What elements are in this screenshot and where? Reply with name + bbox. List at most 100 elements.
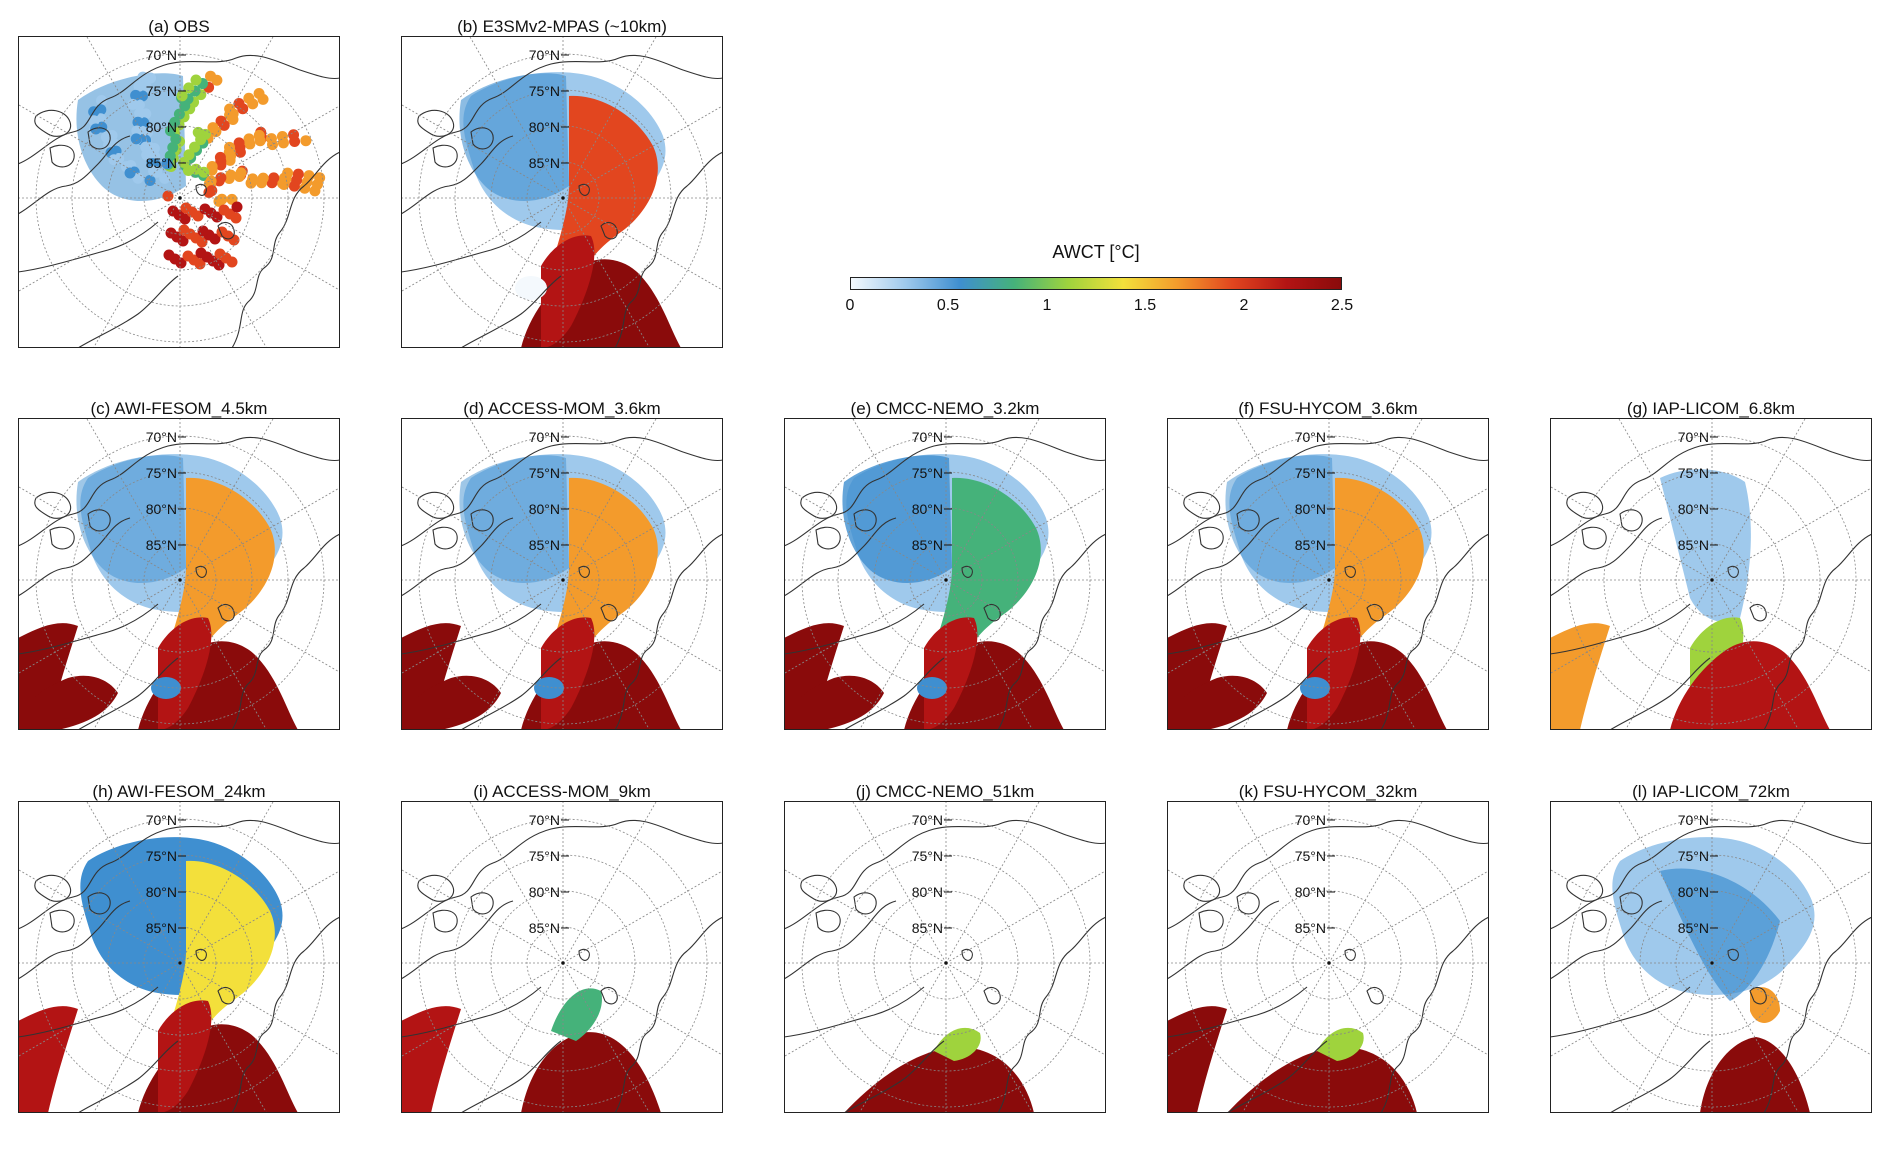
pole-marker [561,196,565,200]
temperature-field [158,1000,212,1113]
coastline [578,948,590,961]
latitude-label: 85°N [1678,537,1709,553]
observation-point [178,224,190,236]
temperature-field [401,1006,461,1113]
observation-point [161,158,173,170]
temperature-field [1550,623,1610,730]
coastline [1727,565,1739,578]
map-content [1550,801,1872,1113]
coastline [1550,819,1872,930]
observation-point [164,125,176,137]
observation-point [170,133,182,145]
coastline [1183,491,1221,519]
panel-i: (i) ACCESS-MOM_9km 70°N 75°N 80°N 85°N [401,781,723,1113]
coastline [18,135,131,215]
coastline [49,909,75,933]
temperature-field [1750,987,1780,1023]
latitude-label: 75°N [529,848,560,864]
observation-point [253,88,265,100]
latitude-label: 80°N [912,884,943,900]
observation-point [300,135,312,147]
temperature-field [459,73,569,201]
temperature-field [1167,675,1267,730]
map-e: 70°N 75°N 80°N 85°N [784,418,1106,730]
observation-point [225,169,237,181]
observation-point [90,123,102,135]
temperature-field [1660,469,1751,622]
coastline [49,526,75,550]
latitude-label: 85°N [146,537,177,553]
coastline [815,526,841,550]
map-frame [18,418,340,730]
map-content [18,36,340,348]
panel-title: (i) ACCESS-MOM_9km [473,782,651,801]
latitude-label: 75°N [529,83,560,99]
coastline [614,916,723,1113]
coastline [997,916,1106,1113]
panel-title: (d) ACCESS-MOM_3.6km [463,399,661,418]
latitude-label: 80°N [146,884,177,900]
coastline [18,517,131,597]
coastline [401,517,514,597]
lofoten-basin [1300,677,1330,699]
observation-point [127,98,139,110]
panel-title: (e) CMCC-NEMO_3.2km [850,399,1040,418]
meridian [179,962,340,1056]
map-frame [784,418,1106,730]
latitude-label: 70°N [146,47,177,63]
coastline [1566,874,1604,902]
colorbar-tick: 0 [845,297,855,314]
latitude-label: 75°N [1295,848,1326,864]
map-frame [401,36,723,348]
panel-f: (f) FSU-HYCOM_3.6km 70°N 75°N 80°N 85°N [1167,398,1489,730]
meridian [18,197,181,292]
coastline [1344,565,1356,578]
coastline [401,900,514,980]
latitude-label: 80°N [529,501,560,517]
latitude-label: 75°N [1678,465,1709,481]
sea-ice-gap [515,276,547,300]
map-frame [1167,418,1489,730]
coastline [217,221,235,240]
latitude-label: 75°N [1295,465,1326,481]
coastline [800,874,838,902]
coastline [460,657,562,730]
observation-point [243,92,255,104]
coastline [853,509,877,532]
observation-point [132,116,144,128]
map-content [401,801,723,1113]
coastline [853,892,877,915]
map-content [1167,418,1489,730]
meridian [1167,486,1330,581]
latitude-label: 70°N [1295,429,1326,445]
meridian [179,870,340,964]
coastline [1550,603,1691,655]
panel-e: (e) CMCC-NEMO_3.2km 70°N 75°N 80°N 85°N [784,398,1106,730]
lofoten-basin [534,677,564,699]
panel-title: (k) FSU-HYCOM_32km [1238,782,1418,801]
observation-point [268,172,280,184]
meridian [562,197,651,348]
temperature-field [541,617,595,730]
coastline [87,127,111,150]
coastline [1183,874,1221,902]
colorbar-tick: 2.5 [1330,297,1354,314]
coastline [800,491,838,519]
observation-point [218,204,230,216]
coastline [784,900,897,980]
map-i: 70°N 75°N 80°N 85°N [401,801,723,1113]
map-d: 70°N 75°N 80°N 85°N [401,418,723,730]
coastline [1550,900,1663,980]
coastline [600,986,618,1005]
latitude-label: 70°N [529,812,560,828]
coastline [18,986,159,1038]
observation-point [235,167,247,179]
temperature-field [18,1006,78,1113]
latitude-label: 80°N [1295,501,1326,517]
latitude-label: 75°N [146,83,177,99]
observation-point [180,202,192,214]
coastline [401,221,542,273]
observation-point [214,248,226,260]
coastline [432,909,458,933]
coastline [470,892,494,915]
